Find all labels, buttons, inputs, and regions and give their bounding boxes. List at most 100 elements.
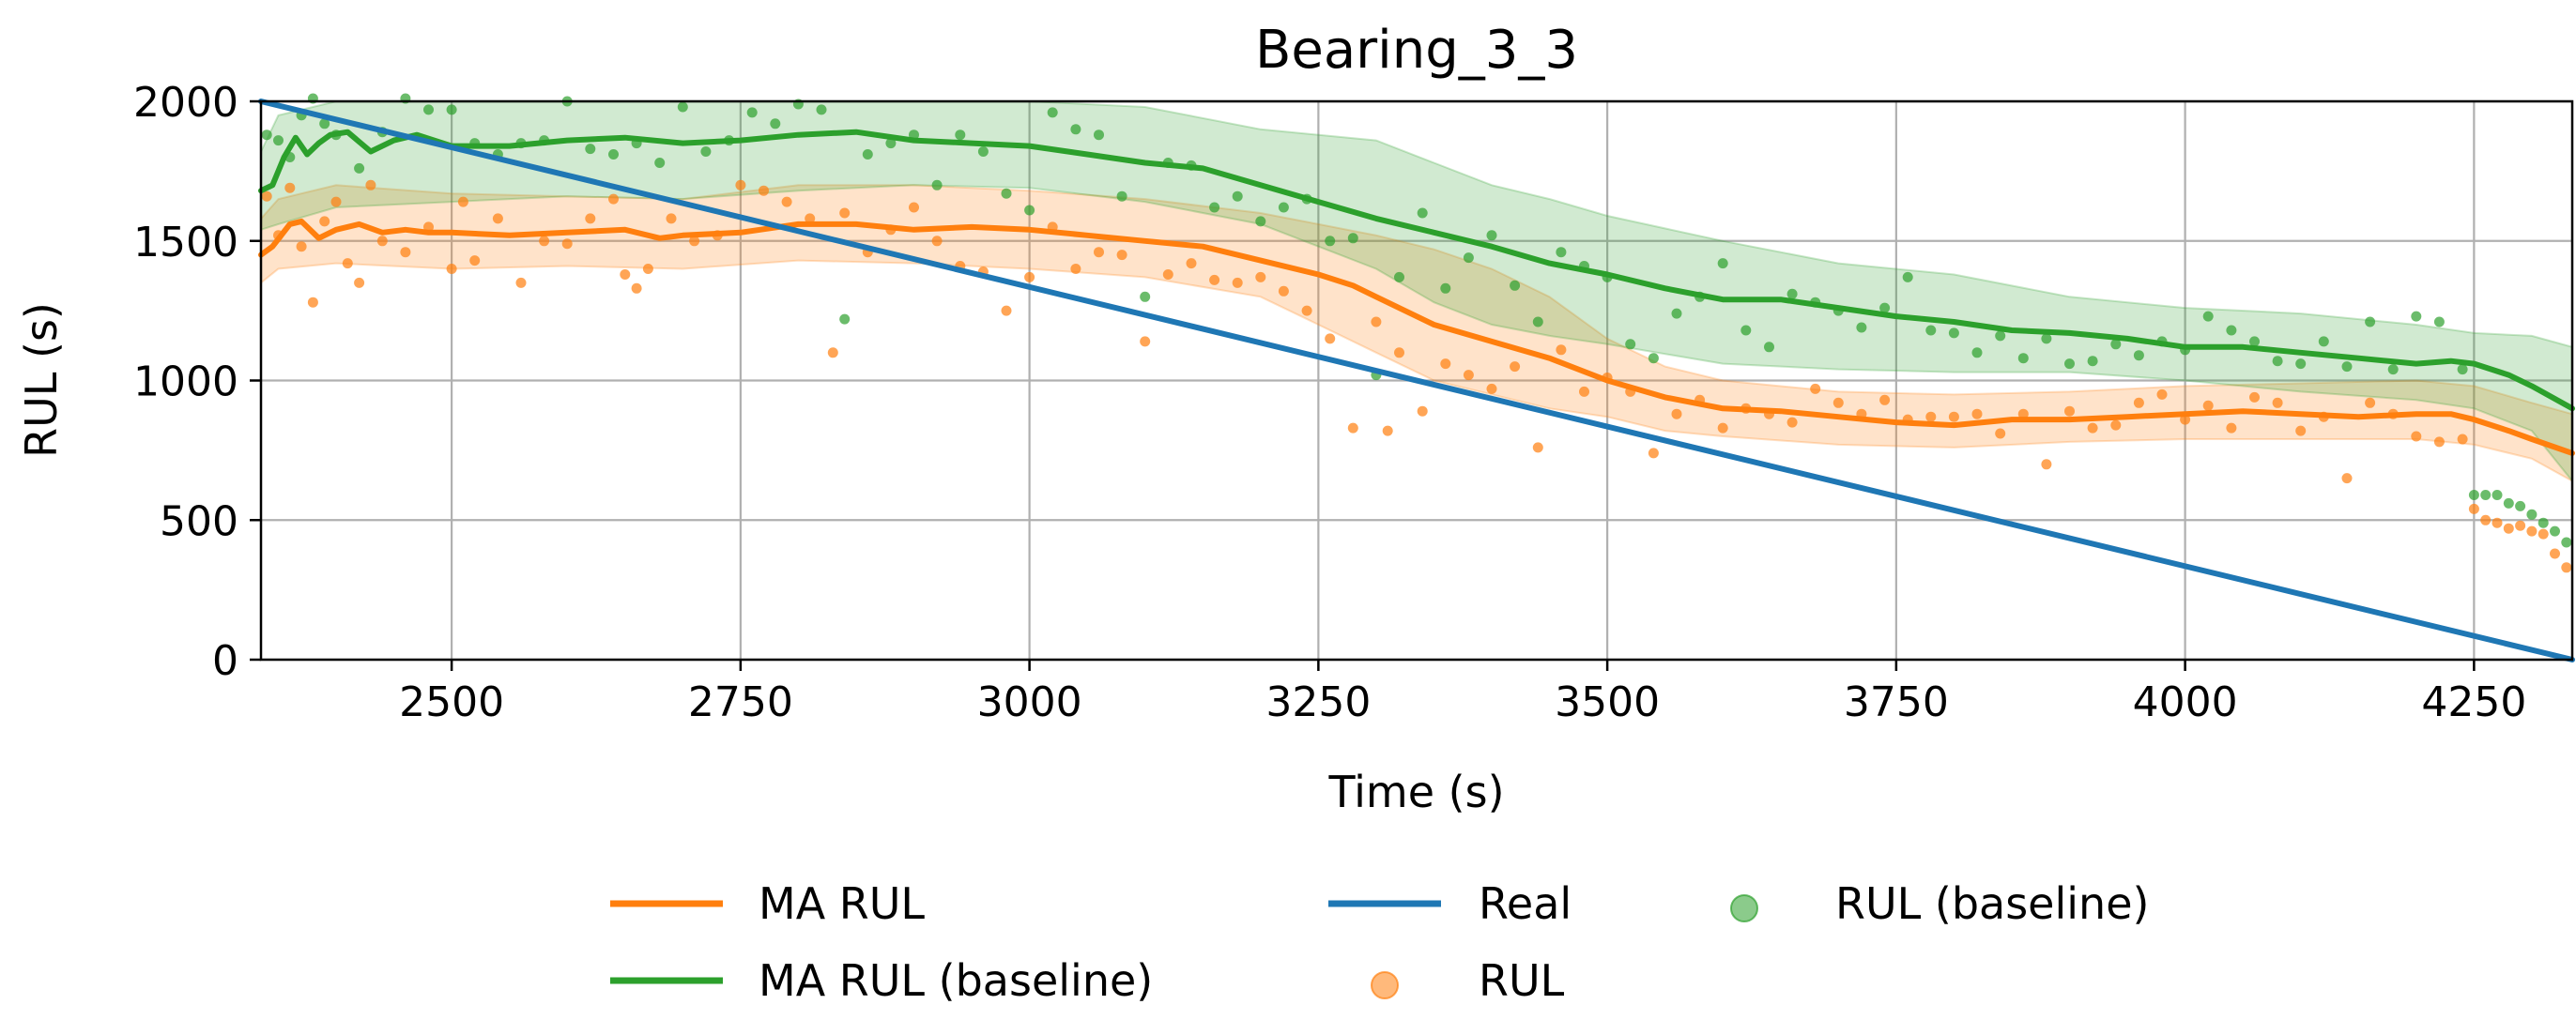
rul_baseline-point (1995, 330, 2006, 342)
rul_baseline-point (608, 149, 619, 160)
rul-point (735, 179, 746, 190)
rul-point (469, 255, 481, 266)
rul_baseline-point (885, 138, 897, 149)
rul_baseline-point (2087, 356, 2098, 367)
rul-point (2110, 419, 2122, 431)
rul-point (2550, 548, 2560, 559)
rul-point (319, 216, 330, 227)
rul_baseline-point (931, 179, 943, 190)
rul_baseline-point (1440, 282, 1451, 294)
x-tick-label: 4000 (2133, 678, 2238, 726)
rul_baseline-point (1902, 271, 1913, 282)
rul_baseline-point (2480, 490, 2492, 500)
rul-point (2433, 436, 2445, 448)
rul_baseline-point (446, 104, 457, 115)
rul_baseline-point (2365, 316, 2376, 327)
rul-point (1532, 442, 1543, 453)
rul_baseline-point (2492, 490, 2503, 500)
rul-point (1810, 383, 1821, 394)
rul-point (1879, 394, 1891, 405)
rul-point (1325, 333, 1336, 344)
rul_baseline-point (1209, 202, 1220, 213)
rul_baseline-point (2387, 364, 2399, 375)
rul_baseline-point (2561, 537, 2572, 548)
rul-point (1786, 417, 1798, 428)
rul-point (284, 182, 296, 193)
rul_baseline-point (2515, 500, 2526, 511)
rul-point (354, 277, 365, 288)
rul-point (1486, 383, 1497, 394)
rul-point (642, 264, 653, 274)
rul_baseline-point (1671, 308, 1682, 319)
rul-point (2133, 397, 2144, 408)
rul-point (909, 202, 919, 213)
rul_baseline-point (2272, 356, 2283, 367)
rul-point (2295, 425, 2307, 436)
rul-point (2457, 434, 2468, 445)
rul-point (1971, 408, 1983, 419)
rul_baseline-point (1047, 107, 1058, 118)
rul_baseline-point (354, 162, 365, 174)
rul_baseline-point (746, 107, 758, 118)
rul-point (2156, 388, 2168, 400)
x-tick-label: 3000 (977, 678, 1082, 726)
rul_baseline-point (1971, 347, 1983, 358)
rul-point (561, 238, 573, 250)
rul_baseline-point (585, 144, 596, 155)
rul_baseline-point (2468, 490, 2479, 500)
legend-label-ma-rul: MA RUL (759, 878, 925, 929)
rul-point (1232, 277, 1243, 288)
rul-point (2480, 514, 2492, 525)
rul_baseline-point (816, 104, 827, 115)
rul-point (608, 193, 619, 205)
x-tick-label: 3500 (1555, 678, 1660, 726)
rul_baseline-point (1925, 325, 1937, 336)
rul_baseline-point (1764, 342, 1774, 353)
rul-point (585, 213, 596, 224)
rul_baseline-point (319, 118, 330, 129)
rul-point (1671, 408, 1682, 419)
y-tick-label: 1000 (133, 358, 238, 406)
rul-point (1301, 305, 1312, 316)
rul-point (689, 236, 700, 247)
rul_baseline-point (2133, 350, 2144, 361)
rul-point (2226, 422, 2237, 434)
rul_baseline-point (862, 149, 873, 160)
rul_baseline-point (1255, 216, 1266, 227)
rul-point (2503, 523, 2514, 534)
x-tick-label: 3250 (1265, 678, 1371, 726)
rul-point (1186, 258, 1197, 269)
scatter-layer (261, 93, 2572, 573)
rul-point (1832, 397, 1844, 408)
rul-point (1001, 305, 1012, 316)
rul-point (1417, 405, 1428, 417)
rul_baseline-point (1001, 188, 1012, 199)
x-tick-label: 2750 (688, 678, 793, 726)
legend-swatch-rul-baseline (1730, 894, 1758, 922)
rul-point (2249, 391, 2260, 403)
rul-point (781, 196, 792, 207)
y-tick-label: 1500 (133, 219, 238, 266)
y-tick-label: 2000 (133, 79, 238, 127)
rul_baseline-point (1625, 339, 1636, 350)
rul_baseline-point (955, 129, 966, 141)
rul-point (2272, 397, 2283, 408)
tick-layer: 2500 2750 3000 3250 3500 3750 4000 4250 0 500 1000… (133, 79, 2526, 726)
rul-point (1094, 247, 1104, 258)
rul-point (1925, 411, 1937, 422)
rul-point (2341, 473, 2353, 484)
rul_baseline-point (1740, 325, 1752, 336)
rul_baseline-point (2341, 361, 2353, 373)
line-layer (258, 99, 2575, 662)
rul_baseline-point (2110, 339, 2122, 350)
chart-title: Bearing_3_3 (1255, 20, 1578, 81)
rul_baseline-point (2433, 316, 2445, 327)
rul_baseline-point (839, 313, 851, 325)
x-tick-label: 4250 (2421, 678, 2526, 726)
x-tick-label: 2500 (399, 678, 504, 726)
rul_baseline-point (1948, 327, 1959, 339)
rul_baseline-point (1717, 258, 1728, 269)
y-axis-label: RUL (s) (16, 302, 67, 458)
rul-point (931, 236, 943, 247)
rul_baseline-point (423, 104, 434, 115)
